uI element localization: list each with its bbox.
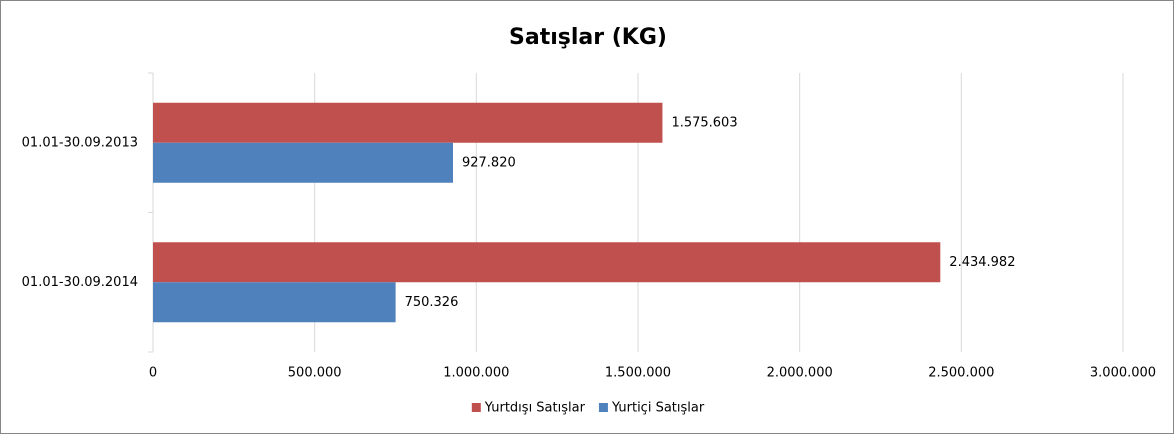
y-tick-label: 01.01-30.09.2013 [22,135,138,150]
value-label: 927.820 [462,155,516,170]
x-tick-label: 1.000.000 [443,366,509,381]
bar [153,142,453,183]
x-tick-label: 1.500.000 [605,366,671,381]
x-tick-label: 0 [149,366,157,381]
bar [153,102,663,143]
bar [153,282,396,323]
legend-label: Yurtiçi Satışlar [611,401,705,416]
x-tick-label: 500.000 [288,366,342,381]
x-tick-label: 2.500.000 [928,366,994,381]
legend-label: Yurtdışı Satışlar [484,401,586,416]
value-label: 750.326 [405,295,459,310]
value-label: 1.575.603 [671,115,737,130]
legend-swatch [471,403,481,412]
legend-swatch [598,403,608,412]
x-tick-label: 3.000.000 [1090,366,1156,381]
bar [153,242,941,283]
value-label: 2.434.982 [949,255,1015,270]
chart-title: Satışlar (KG) [509,25,667,50]
x-tick-label: 2.000.000 [767,366,833,381]
y-tick-label: 01.01-30.09.2014 [22,275,138,290]
